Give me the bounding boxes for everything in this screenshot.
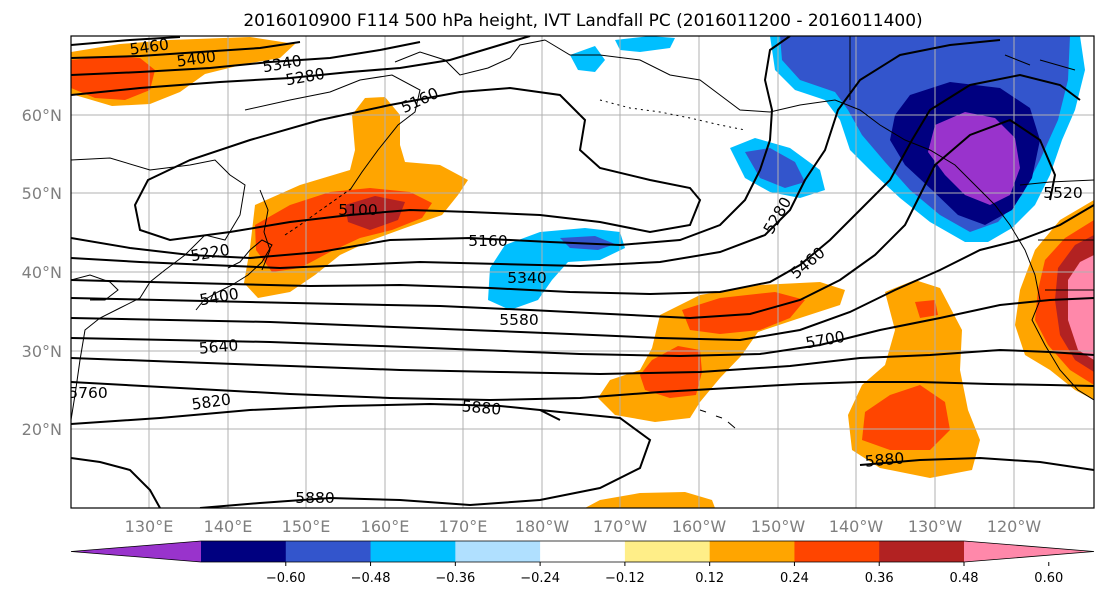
colorbar-tick-label: −0.24 xyxy=(520,571,560,586)
colorbar-tick-label: −0.36 xyxy=(435,571,475,586)
lon-label: 170°E xyxy=(439,517,488,536)
chart-title: 2016010900 F114 500 hPa height, IVT Land… xyxy=(243,11,922,31)
contour-label: 5160 xyxy=(468,232,507,250)
colorbar-tick-label: 0.24 xyxy=(780,571,809,586)
map-frame xyxy=(70,35,1095,509)
contour-label: 5580 xyxy=(499,311,538,329)
colorbar-bin xyxy=(370,541,456,562)
contour-label: 5880 xyxy=(295,489,334,507)
colorbar-bin xyxy=(455,541,541,562)
colorbar-tick-label: 0.12 xyxy=(695,571,724,586)
longitude-labels: 130°E 140°E 150°E 160°E 170°E 180°W 170°… xyxy=(125,517,1042,536)
contour-label: 5520 xyxy=(1043,184,1082,202)
lon-label: 130°W xyxy=(908,517,963,536)
colorbar-bin xyxy=(285,541,372,562)
colorbar-bin xyxy=(201,541,287,562)
colorbar-bin xyxy=(624,541,711,562)
colorbar-tick-label: −0.48 xyxy=(351,571,391,586)
colorbar-bin xyxy=(540,541,626,562)
lat-label: 20°N xyxy=(22,420,62,439)
contour-label: 5100 xyxy=(338,201,377,219)
contour-label: 5880 xyxy=(461,397,502,418)
colorbar-tick-label: 0.36 xyxy=(865,571,894,586)
contour-label: 5340 xyxy=(507,269,546,287)
lon-label: 140°W xyxy=(829,517,884,536)
lon-label: 180°W xyxy=(515,517,570,536)
lon-label: 140°E xyxy=(204,517,253,536)
contour-label: 5400 xyxy=(176,47,218,70)
latitude-labels: 60°N 50°N 40°N 30°N 20°N xyxy=(22,106,62,439)
colorbar-extend-high xyxy=(964,541,1094,562)
colorbar-bin xyxy=(794,541,880,562)
lon-label: 150°W xyxy=(751,517,806,536)
colorbar-bin xyxy=(879,541,965,562)
colorbar-extend-low xyxy=(71,541,201,562)
contour-label: 5640 xyxy=(198,336,239,357)
contour-label: 5820 xyxy=(191,390,233,413)
colorbar-outline xyxy=(70,540,1095,563)
lon-label: 170°W xyxy=(593,517,648,536)
lon-label: 120°W xyxy=(987,517,1042,536)
colorbar-tick-label: −0.60 xyxy=(266,571,306,586)
colorbar-tick-label: −0.12 xyxy=(605,571,645,586)
contour-label: 5460 xyxy=(129,35,171,58)
colorbar: −0.60 −0.48 −0.36 −0.24 −0.12 0.12 0.24 0.36 0.4… xyxy=(70,540,1095,586)
contour-label: 5880 xyxy=(864,449,905,470)
lon-label: 160°W xyxy=(672,517,727,536)
colorbar-tick-label: 0.60 xyxy=(1034,571,1063,586)
map-area: 5460 5400 5340 5280 5160 5100 5220 5400 … xyxy=(68,35,1094,508)
coastlines xyxy=(71,36,1094,429)
contour-label: 5760 xyxy=(68,384,107,402)
lon-label: 130°E xyxy=(125,517,174,536)
lat-label: 50°N xyxy=(22,184,62,203)
lat-label: 40°N xyxy=(22,263,62,282)
lon-label: 160°E xyxy=(361,517,410,536)
graticule xyxy=(71,36,1094,508)
lat-label: 30°N xyxy=(22,342,62,361)
colorbar-bin xyxy=(709,541,795,562)
colorbar-tick-label: 0.48 xyxy=(950,571,979,586)
lon-label: 150°E xyxy=(282,517,331,536)
lat-label: 60°N xyxy=(22,106,62,125)
height-contours xyxy=(71,36,1094,508)
